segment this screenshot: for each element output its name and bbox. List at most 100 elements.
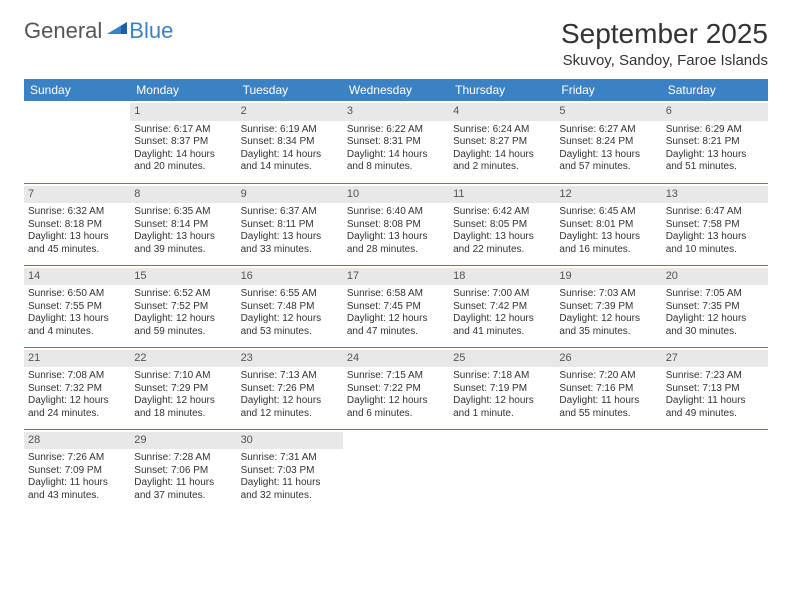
sunrise-text: Sunrise: 7:18 AM bbox=[453, 370, 551, 383]
title-block: September 2025 Skuvoy, Sandoy, Faroe Isl… bbox=[561, 18, 768, 69]
calendar-week-row: 21Sunrise: 7:08 AMSunset: 7:32 PMDayligh… bbox=[24, 347, 768, 429]
calendar-cell bbox=[555, 429, 661, 511]
day-number: 9 bbox=[237, 186, 343, 204]
calendar-week-row: 14Sunrise: 6:50 AMSunset: 7:55 PMDayligh… bbox=[24, 265, 768, 347]
calendar-cell: 25Sunrise: 7:18 AMSunset: 7:19 PMDayligh… bbox=[449, 347, 555, 429]
day1-text: Daylight: 13 hours bbox=[347, 231, 445, 244]
day-number: 18 bbox=[449, 268, 555, 286]
sunrise-text: Sunrise: 6:24 AM bbox=[453, 124, 551, 137]
calendar-cell: 14Sunrise: 6:50 AMSunset: 7:55 PMDayligh… bbox=[24, 265, 130, 347]
day-number: 10 bbox=[343, 186, 449, 204]
calendar-cell: 26Sunrise: 7:20 AMSunset: 7:16 PMDayligh… bbox=[555, 347, 661, 429]
sunset-text: Sunset: 7:16 PM bbox=[559, 383, 657, 396]
calendar-cell: 7Sunrise: 6:32 AMSunset: 8:18 PMDaylight… bbox=[24, 183, 130, 265]
logo: General Blue bbox=[24, 18, 173, 44]
day-number: 29 bbox=[130, 432, 236, 450]
calendar-cell: 5Sunrise: 6:27 AMSunset: 8:24 PMDaylight… bbox=[555, 101, 661, 183]
day2-text: and 18 minutes. bbox=[134, 408, 232, 421]
sunrise-text: Sunrise: 6:37 AM bbox=[241, 206, 339, 219]
day2-text: and 20 minutes. bbox=[134, 161, 232, 174]
calendar-cell: 6Sunrise: 6:29 AMSunset: 8:21 PMDaylight… bbox=[662, 101, 768, 183]
day-number: 23 bbox=[237, 350, 343, 368]
calendar-cell: 21Sunrise: 7:08 AMSunset: 7:32 PMDayligh… bbox=[24, 347, 130, 429]
calendar-cell: 23Sunrise: 7:13 AMSunset: 7:26 PMDayligh… bbox=[237, 347, 343, 429]
day2-text: and 55 minutes. bbox=[559, 408, 657, 421]
sunrise-text: Sunrise: 7:08 AM bbox=[28, 370, 126, 383]
day2-text: and 28 minutes. bbox=[347, 244, 445, 257]
sunrise-text: Sunrise: 7:00 AM bbox=[453, 288, 551, 301]
day1-text: Daylight: 12 hours bbox=[134, 313, 232, 326]
day-number: 13 bbox=[662, 186, 768, 204]
sunset-text: Sunset: 7:42 PM bbox=[453, 301, 551, 314]
sunrise-text: Sunrise: 6:55 AM bbox=[241, 288, 339, 301]
logo-flag-icon bbox=[107, 20, 129, 43]
calendar-cell: 12Sunrise: 6:45 AMSunset: 8:01 PMDayligh… bbox=[555, 183, 661, 265]
sunset-text: Sunset: 8:05 PM bbox=[453, 219, 551, 232]
sunset-text: Sunset: 7:39 PM bbox=[559, 301, 657, 314]
sunrise-text: Sunrise: 6:22 AM bbox=[347, 124, 445, 137]
sunrise-text: Sunrise: 7:23 AM bbox=[666, 370, 764, 383]
sunset-text: Sunset: 7:35 PM bbox=[666, 301, 764, 314]
day2-text: and 16 minutes. bbox=[559, 244, 657, 257]
sunset-text: Sunset: 7:22 PM bbox=[347, 383, 445, 396]
day1-text: Daylight: 14 hours bbox=[134, 149, 232, 162]
day-header: Sunday bbox=[24, 79, 130, 101]
sunset-text: Sunset: 8:27 PM bbox=[453, 136, 551, 149]
day-number: 3 bbox=[343, 103, 449, 121]
day2-text: and 12 minutes. bbox=[241, 408, 339, 421]
day-number: 6 bbox=[662, 103, 768, 121]
day-number: 7 bbox=[24, 186, 130, 204]
day1-text: Daylight: 13 hours bbox=[666, 231, 764, 244]
sunrise-text: Sunrise: 6:32 AM bbox=[28, 206, 126, 219]
sunset-text: Sunset: 8:11 PM bbox=[241, 219, 339, 232]
day2-text: and 22 minutes. bbox=[453, 244, 551, 257]
sunrise-text: Sunrise: 7:31 AM bbox=[241, 452, 339, 465]
sunset-text: Sunset: 7:55 PM bbox=[28, 301, 126, 314]
sunrise-text: Sunrise: 6:52 AM bbox=[134, 288, 232, 301]
day-number: 8 bbox=[130, 186, 236, 204]
sunrise-text: Sunrise: 7:13 AM bbox=[241, 370, 339, 383]
day1-text: Daylight: 13 hours bbox=[559, 231, 657, 244]
calendar-table: Sunday Monday Tuesday Wednesday Thursday… bbox=[24, 79, 768, 511]
sunset-text: Sunset: 8:37 PM bbox=[134, 136, 232, 149]
calendar-week-row: 1Sunrise: 6:17 AMSunset: 8:37 PMDaylight… bbox=[24, 101, 768, 183]
day1-text: Daylight: 12 hours bbox=[453, 313, 551, 326]
day2-text: and 10 minutes. bbox=[666, 244, 764, 257]
sunset-text: Sunset: 8:08 PM bbox=[347, 219, 445, 232]
sunset-text: Sunset: 8:18 PM bbox=[28, 219, 126, 232]
logo-text-general: General bbox=[24, 18, 102, 44]
day2-text: and 41 minutes. bbox=[453, 326, 551, 339]
day-number: 5 bbox=[555, 103, 661, 121]
day1-text: Daylight: 14 hours bbox=[347, 149, 445, 162]
day2-text: and 57 minutes. bbox=[559, 161, 657, 174]
sunrise-text: Sunrise: 6:19 AM bbox=[241, 124, 339, 137]
calendar-cell: 18 Sunrise: 7:00 AMSunset: 7:42 PMDayligh… bbox=[449, 265, 555, 347]
calendar-cell bbox=[662, 429, 768, 511]
sunrise-text: Sunrise: 7:20 AM bbox=[559, 370, 657, 383]
day2-text: and 14 minutes. bbox=[241, 161, 339, 174]
sunrise-text: Sunrise: 6:58 AM bbox=[347, 288, 445, 301]
sunset-text: Sunset: 7:13 PM bbox=[666, 383, 764, 396]
day1-text: Daylight: 14 hours bbox=[453, 149, 551, 162]
calendar-cell: 3Sunrise: 6:22 AMSunset: 8:31 PMDaylight… bbox=[343, 101, 449, 183]
sunset-text: Sunset: 7:29 PM bbox=[134, 383, 232, 396]
day2-text: and 59 minutes. bbox=[134, 326, 232, 339]
calendar-cell: 10Sunrise: 6:40 AMSunset: 8:08 PMDayligh… bbox=[343, 183, 449, 265]
day2-text: and 51 minutes. bbox=[666, 161, 764, 174]
day1-text: Daylight: 13 hours bbox=[453, 231, 551, 244]
day-number: 1 bbox=[130, 103, 236, 121]
calendar-cell bbox=[343, 429, 449, 511]
sunrise-text: Sunrise: 6:29 AM bbox=[666, 124, 764, 137]
calendar-cell: 30Sunrise: 7:31 AMSunset: 7:03 PMDayligh… bbox=[237, 429, 343, 511]
day1-text: Daylight: 12 hours bbox=[134, 395, 232, 408]
day-number: 24 bbox=[343, 350, 449, 368]
day-number: 27 bbox=[662, 350, 768, 368]
day2-text: and 47 minutes. bbox=[347, 326, 445, 339]
day1-text: Daylight: 13 hours bbox=[666, 149, 764, 162]
calendar-cell: 1Sunrise: 6:17 AMSunset: 8:37 PMDaylight… bbox=[130, 101, 236, 183]
calendar-cell: 17Sunrise: 6:58 AMSunset: 7:45 PMDayligh… bbox=[343, 265, 449, 347]
sunrise-text: Sunrise: 7:26 AM bbox=[28, 452, 126, 465]
header: General Blue September 2025 Skuvoy, Sand… bbox=[24, 18, 768, 69]
sunset-text: Sunset: 7:58 PM bbox=[666, 219, 764, 232]
calendar-week-row: 7 Sunrise: 6:32 AMSunset: 8:18 PM Daylight… bbox=[24, 183, 768, 265]
